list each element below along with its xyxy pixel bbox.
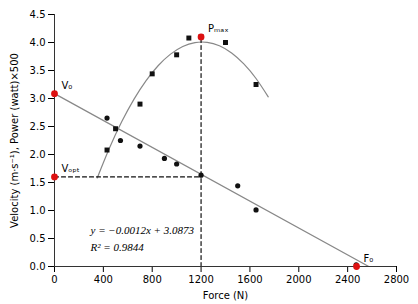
svg-text:1200: 1200 [188,274,213,285]
svg-text:Vₒₚₜ: Vₒₚₜ [62,163,80,174]
svg-text:F₀: F₀ [364,253,374,264]
svg-text:1600: 1600 [237,274,262,285]
svg-text:2400: 2400 [335,274,360,285]
svg-text:1.5: 1.5 [30,177,46,188]
svg-text:2.5: 2.5 [30,121,46,132]
svg-text:2800: 2800 [384,274,409,285]
svg-text:1.0: 1.0 [30,205,46,216]
svg-text:800: 800 [143,274,162,285]
svg-text:Force (N): Force (N) [203,290,249,301]
svg-text:0: 0 [51,274,57,285]
svg-text:3.5: 3.5 [30,65,46,76]
svg-text:Velocity (m·s⁻¹), Power (watt): Velocity (m·s⁻¹), Power (watt)×500 [9,53,20,228]
svg-text:Pₘₐₓ: Pₘₐₓ [208,23,229,34]
svg-text:0.5: 0.5 [30,233,46,244]
svg-text:y = −0.0012x + 3.0873: y = −0.0012x + 3.0873 [90,224,195,236]
svg-text:400: 400 [94,274,113,285]
svg-text:0.0: 0.0 [30,261,46,272]
svg-text:V₀: V₀ [62,80,73,91]
svg-text:2000: 2000 [286,274,311,285]
svg-text:2.0: 2.0 [30,149,46,160]
svg-text:R² = 0.9844: R² = 0.9844 [90,241,145,253]
svg-text:4.0: 4.0 [30,37,46,48]
svg-text:3.0: 3.0 [30,93,46,104]
svg-text:4.5: 4.5 [30,9,46,20]
